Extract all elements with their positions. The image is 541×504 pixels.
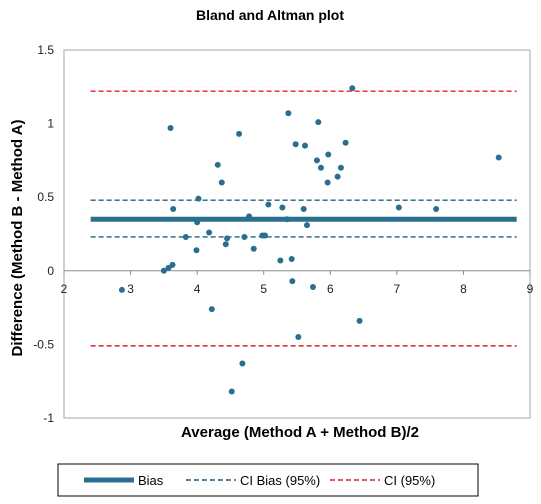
data-points [118, 85, 502, 395]
data-point [195, 195, 202, 202]
plot-area-frame [63, 49, 531, 419]
data-point [214, 161, 221, 168]
data-point [334, 173, 341, 180]
data-point [160, 267, 167, 274]
y-tick-label: -1 [43, 411, 54, 425]
data-point [433, 205, 440, 212]
data-point [337, 164, 344, 171]
data-point [246, 213, 253, 220]
data-point [303, 222, 310, 229]
x-tick-label: 4 [194, 282, 201, 296]
x-tick-labels: 2 3 4 5 6 7 8 9 [61, 282, 534, 296]
data-point [292, 141, 299, 148]
y-tick-label: 0.5 [37, 190, 54, 204]
data-point [169, 261, 176, 268]
data-point [228, 388, 235, 395]
y-tick-label: 1.5 [37, 43, 54, 57]
reference-lines [90, 90, 517, 347]
x-tick-label: 6 [327, 282, 334, 296]
x-axis-title: Average (Method A + Method B)/2 [181, 424, 419, 441]
data-point [285, 110, 292, 117]
data-point [218, 179, 225, 186]
data-point [224, 235, 231, 242]
legend: Bias CI Bias (95%) CI (95%) [84, 473, 435, 488]
data-point [342, 139, 349, 146]
x-tick-label: 3 [127, 282, 134, 296]
data-point [300, 205, 307, 212]
y-axis-title: Difference (Method B - Method A) [9, 120, 26, 357]
zero-axis [63, 270, 531, 275]
data-point [167, 125, 174, 132]
data-point [349, 85, 356, 92]
data-point [182, 233, 189, 240]
data-point [239, 360, 246, 367]
legend-label: CI (95%) [384, 473, 435, 488]
data-point [325, 151, 332, 158]
legend-label: CI Bias (95%) [240, 473, 320, 488]
data-point [495, 154, 502, 161]
x-tick-label: 8 [460, 282, 467, 296]
data-point [315, 119, 322, 126]
data-point [395, 204, 402, 211]
data-point [222, 241, 229, 248]
y-tick-label: 0 [47, 264, 54, 278]
data-point [208, 306, 215, 313]
x-tick-label: 5 [260, 282, 267, 296]
data-point [313, 157, 320, 164]
x-tick-label: 7 [394, 282, 401, 296]
data-point [288, 256, 295, 263]
y-tick-label: -0.5 [33, 337, 54, 351]
data-point [236, 130, 243, 137]
data-point [170, 205, 177, 212]
data-point [118, 286, 125, 293]
data-point [194, 219, 201, 226]
data-point [301, 142, 308, 149]
y-tick-labels: -1 -0.5 0 0.5 1 1.5 [33, 43, 54, 425]
data-point [295, 334, 302, 341]
data-point [317, 164, 324, 171]
data-point [279, 204, 286, 211]
chart-title: Bland and Altman plot [196, 7, 344, 23]
data-point [265, 201, 272, 208]
x-tick-label: 2 [61, 282, 68, 296]
data-point [193, 247, 200, 254]
y-tick-label: 1 [47, 117, 54, 131]
data-point [277, 257, 284, 264]
data-point [289, 278, 296, 285]
data-point [284, 216, 291, 223]
data-point [309, 283, 316, 290]
data-point [241, 233, 248, 240]
data-point [262, 232, 269, 239]
data-point [250, 245, 257, 252]
x-tick-label: 9 [527, 282, 534, 296]
data-point [356, 317, 363, 324]
legend-label: Bias [138, 473, 164, 488]
data-point [206, 229, 213, 236]
data-point [324, 179, 331, 186]
